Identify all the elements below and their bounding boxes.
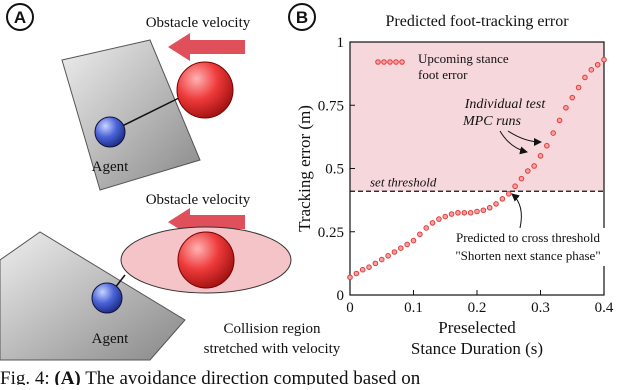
y-axis-label: Tracking error (m) — [295, 105, 314, 232]
x-axis-label: Stance Duration (s) — [411, 339, 543, 358]
data-point — [442, 213, 449, 220]
caption-text: The avoidance direction computed based o… — [85, 368, 421, 385]
obstacle — [177, 231, 235, 289]
agent-label: Agent — [92, 159, 129, 175]
data-point — [429, 220, 436, 226]
legend-label: Upcoming stance foot error — [418, 51, 509, 82]
legend-marker — [393, 59, 399, 65]
caption-label: (A) — [54, 368, 80, 385]
data-point — [423, 225, 430, 231]
y-tick-label: 1 — [337, 35, 345, 51]
data-point — [601, 56, 607, 63]
data-point — [537, 153, 544, 159]
x-axis-label: Preselected — [438, 318, 516, 337]
data-point — [417, 231, 423, 238]
obstacle-wall — [61, 39, 201, 191]
panel-badge — [6, 3, 34, 31]
legend-marker — [399, 59, 405, 65]
velocity-arrow — [168, 33, 245, 61]
panel-label: B — [296, 8, 308, 27]
annotation: MPC runs — [462, 114, 522, 129]
data-point — [372, 260, 379, 267]
data-point — [404, 241, 410, 248]
annotation: "Shorten next stance phase" — [455, 248, 600, 263]
data-point — [480, 207, 487, 214]
y-tick-label: 0.5 — [325, 162, 344, 178]
data-point — [385, 252, 391, 259]
data-point — [486, 204, 493, 211]
obstacle — [176, 61, 234, 119]
data-point — [582, 74, 588, 81]
data-point — [353, 270, 360, 277]
panel-badge — [288, 3, 316, 31]
x-tick-label: 0.1 — [404, 300, 423, 316]
region-label: Collision region — [223, 321, 321, 337]
data-point — [359, 266, 366, 273]
threshold-label: set threshold — [370, 174, 437, 189]
x-tick-label: 0 — [346, 300, 354, 316]
y-tick-label: 0.75 — [318, 98, 344, 114]
panel-label: A — [14, 8, 26, 27]
data-point — [474, 208, 480, 215]
data-point — [594, 61, 601, 68]
agent-label: Agent — [92, 331, 129, 347]
legend-marker — [387, 59, 393, 65]
agent — [91, 282, 123, 314]
threshold-region — [350, 42, 604, 192]
y-tick-label: 0.25 — [318, 225, 344, 241]
velocity-label: Obstacle velocity — [146, 192, 251, 208]
data-point — [467, 209, 474, 216]
data-point — [512, 183, 518, 190]
chart: set threshold 0 0.25 0.5 0.75 1 0 0.1 0.2 0.3 0.4 P… — [295, 35, 618, 358]
data-point — [531, 163, 537, 169]
data-point — [455, 209, 461, 216]
annotation-arrow — [507, 130, 542, 146]
annotation-arrow — [499, 130, 528, 155]
data-point — [563, 104, 569, 111]
annotation: Individual test — [464, 97, 547, 112]
legend-marker — [381, 59, 387, 65]
chart-title: Predicted foot-tracking error — [385, 13, 569, 30]
data-point — [378, 256, 385, 263]
data-point — [499, 196, 506, 202]
data-point — [525, 168, 531, 174]
data-point — [544, 142, 550, 149]
data-point — [461, 209, 468, 216]
legend-entry: Upcoming stance foot error — [418, 51, 509, 82]
caption: Fig. 4: (A) The avoidance direction comp… — [0, 368, 421, 385]
data-point — [588, 67, 595, 73]
annotation: Predicted to cross threshold — [456, 230, 601, 245]
x-tick-label: 0.4 — [595, 300, 614, 316]
caption-prefix: Fig. 4: — [0, 368, 50, 385]
x-tick-label: 0.3 — [531, 300, 550, 316]
x-tick-label: 0.2 — [468, 300, 487, 316]
data-point — [493, 201, 499, 207]
data-point — [398, 245, 404, 251]
velocity-label: Obstacle velocity — [146, 15, 251, 31]
annotation-backdrop — [438, 228, 618, 266]
y-tick-label: 0 — [337, 288, 345, 304]
data-point — [556, 117, 563, 124]
annotation-arrow — [511, 193, 522, 229]
data-point — [410, 237, 417, 244]
data-point — [391, 249, 398, 255]
data-point — [518, 175, 525, 182]
legend-marker — [375, 59, 381, 65]
data-point — [550, 130, 557, 136]
data-point — [347, 274, 353, 281]
data-point — [448, 211, 455, 217]
data-point — [505, 191, 512, 197]
data-point — [575, 84, 582, 91]
data-point — [569, 94, 576, 101]
agent — [94, 116, 126, 148]
data-point — [366, 264, 372, 270]
data-point — [436, 216, 442, 222]
region-label: stretched with velocity — [204, 341, 341, 357]
